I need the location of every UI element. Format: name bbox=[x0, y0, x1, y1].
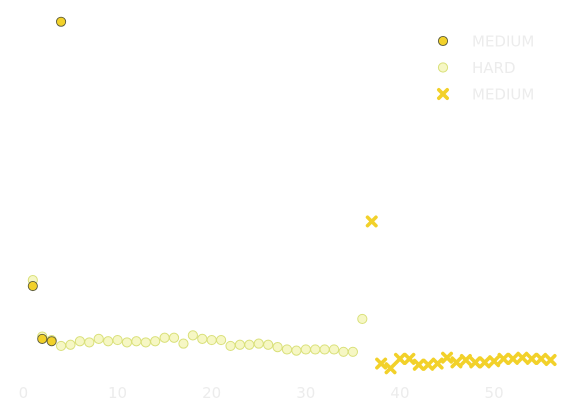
x-tick-label: 40 bbox=[390, 384, 409, 402]
x-tick-label: 0 bbox=[19, 384, 29, 402]
data-point bbox=[84, 337, 95, 348]
legend-label: MEDIUM bbox=[472, 33, 534, 51]
legend-item: MEDIUM bbox=[437, 33, 534, 51]
x-tick-label: 10 bbox=[108, 384, 127, 402]
data-point bbox=[365, 215, 378, 228]
data-point bbox=[441, 351, 454, 364]
data-point bbox=[272, 342, 283, 353]
data-point bbox=[225, 340, 236, 352]
data-point bbox=[516, 351, 529, 364]
data-point bbox=[121, 337, 133, 348]
series-1 bbox=[27, 275, 368, 357]
legend-label: HARD bbox=[472, 59, 516, 77]
legend-marker bbox=[437, 35, 449, 47]
plot-marks bbox=[27, 16, 557, 375]
legend-item: MEDIUM bbox=[436, 86, 534, 104]
data-point bbox=[357, 313, 368, 325]
data-point bbox=[469, 356, 482, 369]
legend-marker bbox=[437, 62, 449, 73]
series-2 bbox=[365, 215, 557, 375]
x-tick-label: 20 bbox=[202, 384, 221, 402]
data-point bbox=[431, 357, 444, 370]
data-point bbox=[544, 354, 557, 367]
legend: MEDIUM HARD MEDIUM bbox=[436, 33, 534, 104]
data-point bbox=[112, 334, 123, 346]
x-tick-label: 30 bbox=[296, 384, 315, 402]
data-point bbox=[535, 352, 548, 365]
data-point bbox=[384, 362, 397, 375]
x-tick-labels: 0 10 20 30 40 50 bbox=[19, 384, 504, 402]
data-point bbox=[216, 334, 227, 346]
data-point bbox=[178, 338, 189, 349]
data-point bbox=[310, 344, 321, 355]
legend-label: MEDIUM bbox=[472, 86, 534, 104]
data-point bbox=[291, 345, 302, 356]
data-point bbox=[234, 339, 246, 350]
data-point bbox=[488, 355, 501, 368]
data-point bbox=[319, 344, 330, 355]
data-point bbox=[103, 336, 114, 347]
data-point bbox=[74, 336, 85, 347]
data-point bbox=[159, 332, 170, 343]
data-point bbox=[56, 16, 67, 27]
legend-item: HARD bbox=[437, 59, 516, 77]
data-point bbox=[450, 356, 463, 369]
data-point bbox=[300, 344, 311, 355]
data-point bbox=[497, 352, 510, 365]
data-point bbox=[403, 352, 416, 365]
data-point bbox=[187, 330, 198, 341]
data-point bbox=[506, 352, 519, 365]
data-point bbox=[55, 340, 67, 352]
data-point bbox=[93, 333, 104, 344]
data-point bbox=[131, 336, 142, 347]
data-point bbox=[140, 337, 151, 348]
data-point bbox=[375, 357, 388, 370]
data-point bbox=[459, 354, 472, 367]
data-point bbox=[281, 344, 293, 355]
data-point bbox=[168, 332, 180, 343]
data-point bbox=[46, 336, 57, 347]
legend-marker bbox=[436, 88, 450, 100]
data-point bbox=[338, 346, 349, 357]
x-tick-label: 50 bbox=[485, 384, 504, 402]
data-point bbox=[525, 352, 538, 365]
data-point bbox=[263, 339, 274, 350]
series-0 bbox=[27, 16, 67, 347]
data-point bbox=[478, 356, 491, 369]
data-point bbox=[65, 339, 76, 350]
data-point bbox=[27, 280, 38, 292]
data-point bbox=[150, 336, 161, 347]
data-point bbox=[347, 346, 358, 357]
data-point bbox=[328, 344, 340, 355]
data-point bbox=[412, 358, 425, 371]
data-point bbox=[422, 358, 435, 371]
data-point bbox=[37, 333, 48, 344]
data-point bbox=[206, 334, 217, 346]
data-point bbox=[253, 338, 264, 349]
data-point bbox=[197, 333, 208, 344]
data-point bbox=[244, 339, 255, 350]
data-point bbox=[393, 352, 406, 365]
